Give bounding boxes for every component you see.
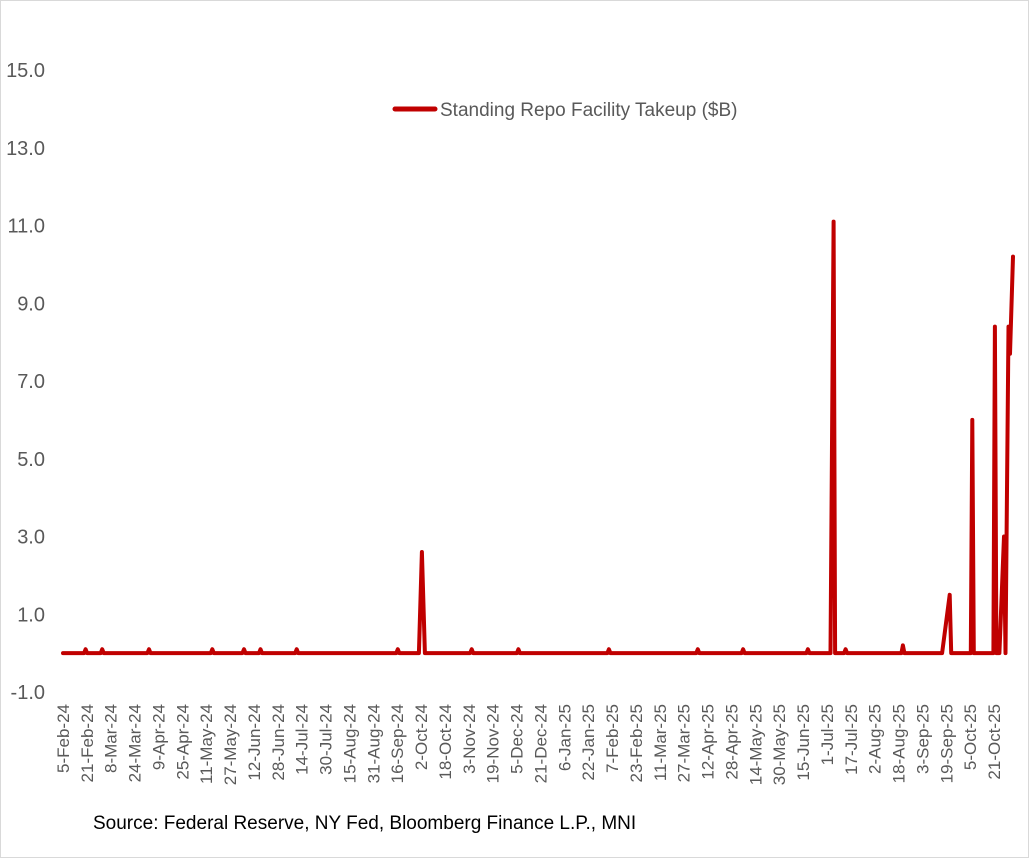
x-tick-label: 12-Jun-24	[245, 704, 264, 781]
x-tick-label: 21-Oct-25	[985, 704, 1004, 780]
x-tick-label: 22-Jan-25	[579, 704, 598, 781]
x-tick-label: 11-May-24	[197, 704, 216, 784]
y-tick-label: 1.0	[17, 604, 45, 626]
source-note: Source: Federal Reserve, NY Fed, Bloombe…	[93, 813, 637, 834]
x-tick-label: 5-Dec-24	[508, 704, 527, 774]
legend-label: Standing Repo Facility Takeup ($B)	[440, 100, 737, 121]
x-tick-label: 18-Oct-24	[436, 704, 455, 780]
y-axis: -1.0 1.0 3.0 5.0 7.0 9.0 11.0 13.0 15.0	[6, 60, 45, 704]
x-tick-label: 27-May-24	[221, 704, 240, 785]
x-tick-label: 31-Aug-24	[364, 704, 383, 783]
x-tick-label: 17-Jul-25	[842, 704, 861, 775]
y-tick-label: 9.0	[17, 293, 45, 315]
x-tick-label: 3-Sep-25	[913, 704, 932, 774]
x-tick-label: 2-Aug-25	[866, 704, 885, 774]
x-tick-label: 11-Mar-25	[651, 704, 670, 781]
x-tick-label: 2-Oct-24	[412, 704, 431, 770]
x-tick-label: 21-Dec-24	[531, 704, 550, 783]
x-tick-label: 15-Jun-25	[794, 704, 813, 781]
y-tick-label: 3.0	[17, 527, 45, 549]
x-tick-label: 5-Oct-25	[961, 704, 980, 770]
x-tick-label: 3-Nov-24	[460, 704, 479, 774]
series-layer	[61, 219, 1015, 656]
x-tick-label: 8-Mar-24	[102, 704, 121, 773]
x-tick-label: 1-Jul-25	[818, 704, 837, 765]
x-tick-label: 15-Aug-24	[341, 704, 360, 783]
series-line-0	[61, 219, 1015, 656]
x-tick-label: 25-Apr-24	[173, 704, 192, 780]
y-tick-label: 11.0	[8, 216, 45, 238]
x-tick-label: 14-May-25	[746, 704, 765, 785]
y-tick-label: -1.0	[11, 682, 45, 704]
x-tick-label: 12-Apr-25	[699, 704, 718, 780]
y-tick-label: 15.0	[6, 60, 45, 82]
x-tick-label: 18-Aug-25	[890, 704, 909, 783]
x-tick-label: 27-Mar-25	[675, 704, 694, 782]
x-tick-label: 21-Feb-24	[78, 704, 97, 782]
x-tick-label: 23-Feb-25	[627, 704, 646, 782]
x-tick-label: 30-May-25	[770, 704, 789, 785]
x-tick-label: 7-Feb-25	[603, 704, 622, 773]
x-tick-label: 19-Sep-25	[937, 704, 956, 783]
x-tick-label: 19-Nov-24	[484, 704, 503, 783]
x-tick-label: 5-Feb-24	[54, 704, 73, 773]
x-axis: 5-Feb-24 21-Feb-24 8-Mar-24 24-Mar-24 9-Apr-…	[54, 704, 1004, 785]
x-tick-label: 24-Mar-24	[126, 704, 145, 782]
y-tick-label: 5.0	[17, 449, 45, 471]
x-tick-label: 14-Jul-24	[293, 704, 312, 775]
x-tick-label: 28-Jun-24	[269, 704, 288, 781]
y-tick-label: 13.0	[6, 138, 45, 160]
x-tick-label: 28-Apr-25	[722, 704, 741, 780]
x-tick-label: 16-Sep-24	[388, 704, 407, 783]
x-tick-label: 6-Jan-25	[555, 704, 574, 771]
y-tick-label: 7.0	[17, 371, 45, 393]
x-tick-label: 9-Apr-24	[150, 704, 169, 770]
x-tick-label: 30-Jul-24	[317, 704, 336, 775]
legend: Standing Repo Facility Takeup ($B)	[392, 100, 737, 121]
